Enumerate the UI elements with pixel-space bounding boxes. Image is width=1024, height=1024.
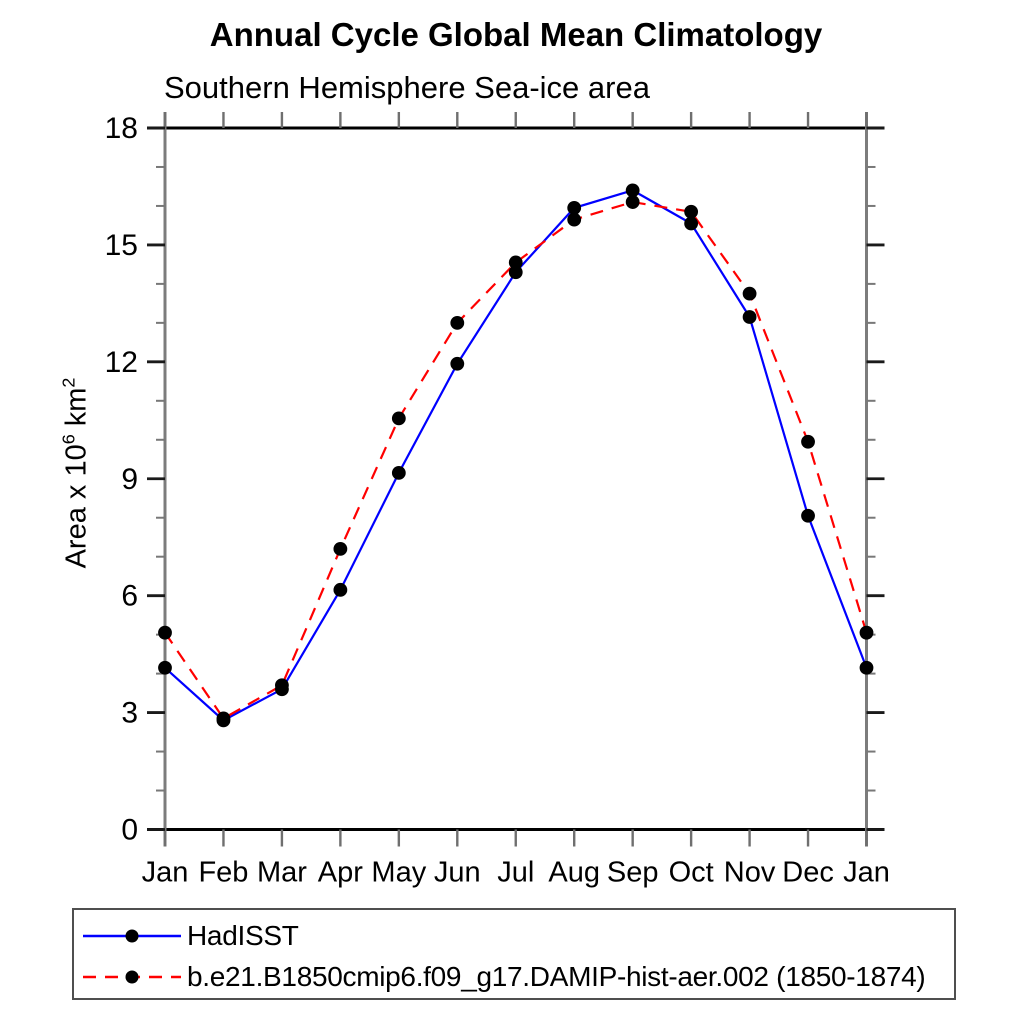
data-point-b-e21-b1850cmip6-f09-g17 [859,625,874,640]
x-tick-label: Apr [318,857,363,889]
plot-area: Jan Feb Mar Apr May Jun Jul Aug Sep Oct Nov Dec Jan0… [105,112,890,889]
x-tick-label: Dec [782,857,834,889]
data-point-hadisst [567,200,582,215]
data-point-hadisst [625,183,640,198]
data-point-b-e21-b1850cmip6-f09-g17 [391,411,406,426]
data-point-hadisst [508,265,523,280]
legend-label-hadisst: HadISST [187,920,299,951]
data-point-hadisst [333,582,348,597]
data-point-b-e21-b1850cmip6-f09-g17 [158,625,172,640]
y-tick-label: 3 [121,697,138,730]
y-tick-label: 0 [121,814,138,847]
x-tick-label: Jan [843,857,890,889]
x-tick-label: Jul [497,857,534,889]
data-point-b-e21-b1850cmip6-f09-g17 [333,542,348,556]
data-point-b-e21-b1850cmip6-f09-g17 [625,195,640,209]
data-point-b-e21-b1850cmip6-f09-g17 [275,678,289,693]
y-tick-label: 12 [105,346,138,379]
legend-line-sample-solid [83,929,181,943]
legend-label-model: b.e21.B1850cmip6.f09_g17.DAMIP-hist-aer.… [187,961,926,992]
x-tick-label: May [371,857,426,889]
data-point-hadisst [801,508,815,523]
data-point-hadisst [450,356,465,371]
x-tick-label: Mar [257,857,307,889]
data-point-b-e21-b1850cmip6-f09-g17 [508,255,523,270]
y-tick-label: 9 [121,463,138,496]
x-tick-label: Jan [142,857,189,889]
data-point-hadisst [391,466,406,480]
legend-marker-dot [125,929,139,943]
x-tick-label: Aug [548,857,600,889]
chart-subtitle: Southern Hemisphere Sea-ice area [164,70,650,105]
data-point-hadisst [742,310,757,324]
legend-item-model: b.e21.B1850cmip6.f09_g17.DAMIP-hist-aer.… [79,960,926,994]
x-tick-label: Sep [607,857,659,889]
series-line-b-e21-b1850cmip6-f09-g17 [164,200,868,720]
data-point-hadisst [859,660,874,675]
legend-box: HadISST b.e21.B1850cmip6.f09_g17.DAMIP-h… [72,908,956,1000]
legend-line-sample-dashed [83,970,181,984]
x-tick-label: Nov [724,857,776,889]
y-tick-label: 18 [105,112,138,145]
data-point-b-e21-b1850cmip6-f09-g17 [450,315,465,330]
y-tick-label: 15 [105,229,138,262]
data-point-hadisst [684,216,699,231]
data-point-b-e21-b1850cmip6-f09-g17 [801,434,815,449]
x-tick-label: Jun [434,857,481,889]
legend-marker-dot [125,970,139,984]
data-point-b-e21-b1850cmip6-f09-g17 [742,286,757,301]
data-point-b-e21-b1850cmip6-f09-g17 [567,212,582,227]
chart-title: Annual Cycle Global Mean Climatology [209,16,823,53]
x-tick-label: Oct [669,857,714,889]
data-point-hadisst [158,660,172,675]
x-tick-label: Feb [198,857,248,889]
y-tick-label: 6 [121,580,138,613]
data-point-b-e21-b1850cmip6-f09-g17 [684,204,699,219]
data-point-b-e21-b1850cmip6-f09-g17 [216,711,231,726]
legend-item-hadisst: HadISST [79,919,299,953]
